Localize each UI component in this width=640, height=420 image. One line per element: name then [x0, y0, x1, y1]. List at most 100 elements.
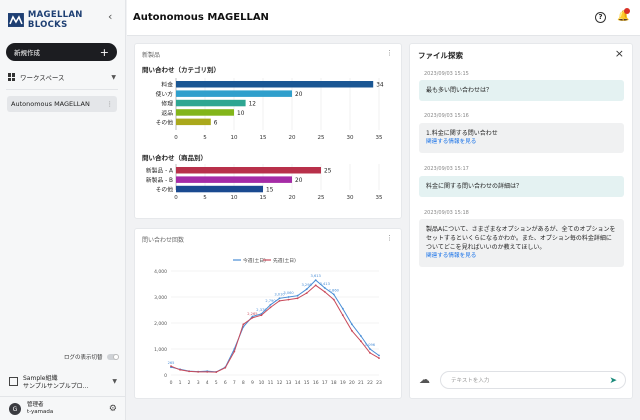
org-project: サンプルサンプルプロ… [23, 383, 89, 390]
x-tick-label: 30 [347, 135, 354, 141]
data-point [215, 371, 218, 374]
data-point [323, 290, 326, 293]
workspace-grid-icon [8, 73, 16, 81]
logo-mark-icon [8, 13, 24, 27]
message-timestamp: 2023/09/03 15:18 [424, 210, 469, 216]
x-tick-label: 6 [224, 380, 227, 386]
message-text: 最も多い問い合わせは？ [426, 87, 493, 94]
data-label: 12 [249, 102, 257, 108]
data-point [323, 287, 326, 289]
avatar[interactable]: G [9, 403, 21, 415]
file-search-panel: ファイル探索 × 2023/09/03 15:15 最も多い問い合わせは？ 20… [409, 43, 633, 399]
divider [0, 396, 126, 397]
log-toggle-switch[interactable] [106, 354, 119, 360]
new-create-label: 新規作成 [14, 49, 40, 57]
data-label: 6 [214, 120, 218, 126]
data-point [305, 292, 308, 294]
data-label: 3,413 [320, 282, 330, 286]
more-vert-icon[interactable]: ⋮ [386, 234, 393, 242]
x-tick-label: 2 [188, 380, 191, 386]
notification-badge [624, 8, 630, 14]
plus-icon: + [99, 45, 109, 59]
data-label: 20 [295, 92, 303, 98]
x-tick-label: 20 [289, 135, 296, 141]
x-tick-label: 16 [313, 380, 319, 386]
data-label: 2,860 [329, 288, 340, 292]
data-point [287, 298, 290, 301]
bar [176, 167, 321, 174]
data-point [206, 370, 209, 373]
y-tick-label: 修理 [161, 100, 173, 108]
user-message: 最も多い問い合わせは？ [419, 80, 624, 101]
upload-cloud-icon[interactable]: ☁ [419, 373, 430, 386]
chat-input[interactable]: テキストを入力 ➤ [440, 371, 626, 389]
data-point [251, 316, 254, 319]
x-tick-label: 10 [231, 135, 238, 141]
data-label: 25 [324, 169, 332, 175]
data-point [341, 314, 344, 317]
data-label: 265 [168, 361, 175, 365]
data-label: 2,265 [247, 312, 257, 316]
x-tick-label: 23 [376, 380, 382, 386]
x-tick-label: 21 [358, 380, 364, 386]
data-point [170, 365, 172, 368]
y-tick-label: 3,000 [154, 295, 167, 301]
y-tick-label: 返品 [161, 110, 173, 117]
data-point [224, 366, 227, 369]
data-point [360, 340, 362, 343]
related-info-link[interactable]: 関連する情報を見る [426, 139, 477, 145]
data-label: 15 [266, 188, 274, 194]
data-point [188, 370, 190, 373]
data-point [269, 306, 272, 309]
x-tick-label: 7 [233, 380, 236, 386]
more-vert-icon[interactable]: ⋮ [106, 100, 114, 108]
bar [176, 118, 211, 126]
x-tick-label: 35 [376, 195, 383, 201]
close-icon[interactable]: × [614, 47, 624, 60]
bar [176, 90, 292, 97]
data-point [251, 315, 254, 318]
x-tick-label: 20 [349, 380, 355, 386]
x-tick-label: 22 [367, 380, 373, 386]
card-title: 新製品 [142, 52, 161, 59]
x-tick-label: 12 [277, 380, 283, 386]
collapse-sidebar-icon[interactable]: ‹ [108, 10, 113, 23]
data-label: 20 [295, 178, 303, 184]
user-message: 料金に関する問い合わせの詳細は？ [419, 176, 624, 197]
x-tick-label: 10 [259, 380, 265, 386]
x-tick-label: 14 [295, 380, 301, 386]
chat-input-row: ☁ テキストを入力 ➤ [419, 371, 626, 389]
org-selector[interactable]: Sample組織 サンプルサンプルプロ… ▼ [9, 375, 117, 391]
log-toggle-row: ログの表示切替 [64, 353, 119, 361]
message-text: 1.料金に関する問い合わせ [426, 130, 498, 137]
bell-icon[interactable]: 🔔 [617, 11, 630, 22]
help-icon[interactable]: ? [595, 12, 606, 23]
x-tick-label: 25 [318, 135, 325, 141]
more-vert-icon[interactable]: ⋮ [386, 49, 393, 57]
chat-input-placeholder: テキストを入力 [451, 378, 490, 384]
data-label: 1,096 [365, 343, 376, 347]
org-text: Sample組織 サンプルサンプルプロ… [23, 375, 89, 391]
new-create-button[interactable]: 新規作成 + [6, 43, 117, 61]
page-title: Autonomous MAGELLAN [133, 12, 269, 23]
data-point [242, 323, 245, 326]
x-tick-label: 35 [376, 135, 383, 141]
bar [176, 185, 263, 193]
related-info-link[interactable]: 関連する情報を見る [426, 253, 477, 259]
bar-charts: 問い合わせ（カテゴリ別） 0 5 10 15 20 25 30 35 料金 34 使い方 20 修理 12 返… [142, 65, 384, 201]
logo[interactable]: MAGELLAN BLOCKS [8, 10, 125, 30]
x-tick-label: 3 [197, 380, 200, 386]
workspace-selector[interactable]: ワークスペース ▼ [8, 72, 116, 82]
user-role: 管理者 [27, 402, 44, 408]
data-point [260, 314, 263, 317]
bar [176, 81, 374, 88]
gear-icon[interactable]: ⚙ [108, 403, 117, 414]
x-tick-label: 5 [203, 195, 207, 201]
bar [176, 99, 246, 107]
data-point [378, 354, 380, 357]
x-tick-label: 8 [242, 380, 245, 386]
send-icon[interactable]: ➤ [609, 376, 617, 386]
data-label: 2,790 [265, 299, 276, 303]
y-tick-label: 新製品 - B [146, 176, 173, 184]
sidebar-item-project[interactable]: Autonomous MAGELLAN ⋮ [7, 96, 117, 112]
